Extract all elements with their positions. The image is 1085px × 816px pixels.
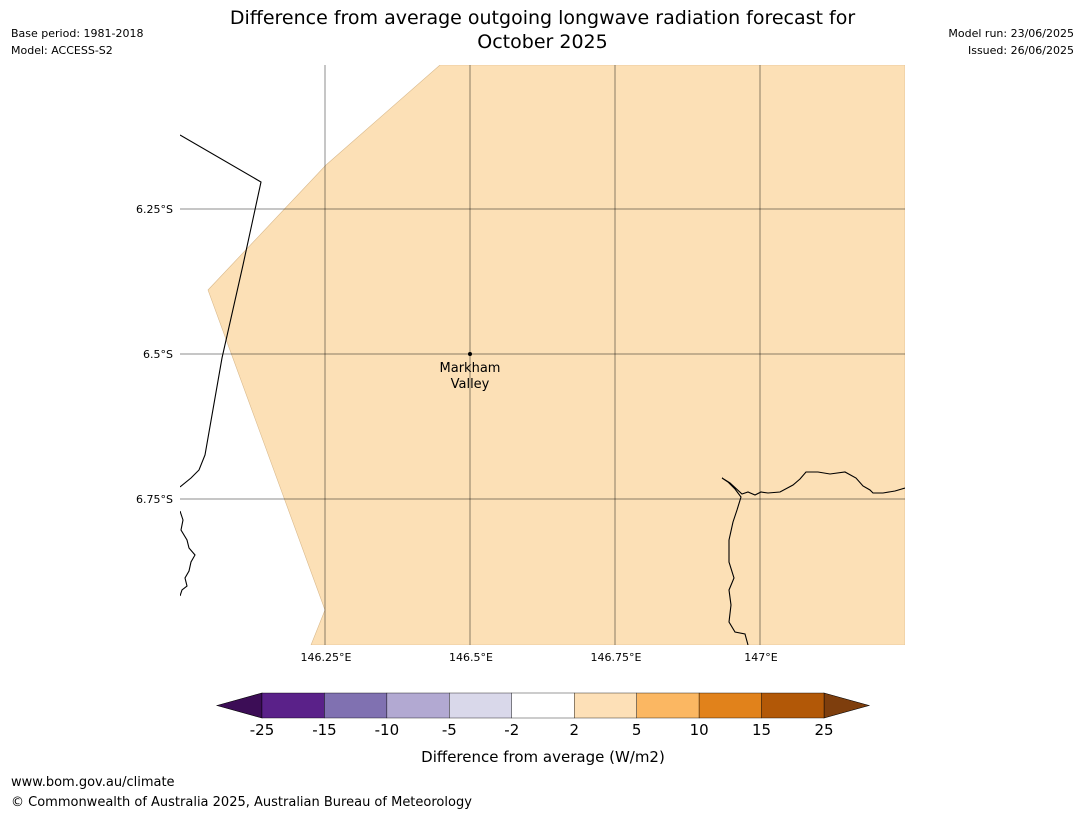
colorbar-segment — [449, 692, 512, 719]
footer-copyright: © Commonwealth of Australia 2025, Austra… — [11, 795, 472, 810]
colorbar-tick-label: 2 — [569, 721, 579, 739]
model-text: Model: ACCESS-S2 — [11, 44, 113, 57]
base-period-text: Base period: 1981-2018 — [11, 27, 144, 40]
longitude-tick-labels: 146.25°E 146.5°E 146.75°E 147°E — [301, 651, 778, 664]
map-title: Difference from average outgoing longwav… — [150, 6, 935, 54]
model-run-text: Model run: 23/06/2025 — [948, 27, 1074, 40]
colorbar-tick-labels: -25 -15 -10 -5 -2 2 5 10 15 25 — [250, 721, 834, 739]
colorbar-tick-label: -5 — [442, 721, 457, 739]
metadata-right: Model run: 23/06/2025 Issued: 26/06/2025 — [948, 25, 1074, 59]
colorbar: -25 -15 -10 -5 -2 2 5 10 15 25 Difference from av… — [215, 692, 871, 766]
colorbar-segment — [761, 692, 825, 719]
lat-tick-6-5: 6.5°S — [143, 348, 173, 361]
lat-tick-6-75: 6.75°S — [136, 493, 173, 506]
colorbar-segment — [574, 692, 637, 719]
colorbar-tick-label: -10 — [375, 721, 400, 739]
gridlines — [180, 65, 905, 645]
colorbar-tick-label: -25 — [250, 721, 275, 739]
colorbar-label: Difference from average (W/m2) — [421, 748, 665, 766]
colorbar-high-extend — [823, 692, 871, 719]
location-dot — [468, 352, 472, 356]
title-line-2: October 2025 — [477, 31, 608, 53]
title-line-1: Difference from average outgoing longwav… — [229, 7, 856, 29]
lon-tick-146-5: 146.5°E — [449, 651, 493, 664]
colorbar-tick-label: -15 — [312, 721, 337, 739]
boundaries — [180, 134, 905, 645]
location-label-line-2: Valley — [451, 377, 490, 392]
location-label-line-1: Markham — [440, 361, 501, 376]
colorbar-tick-label: 25 — [814, 721, 833, 739]
colorbar-segment — [386, 692, 450, 719]
issued-text: Issued: 26/06/2025 — [967, 44, 1074, 57]
lat-tick-6-25: 6.25°S — [136, 203, 173, 216]
lon-tick-146-25: 146.25°E — [301, 651, 352, 664]
province-boundary — [180, 134, 262, 488]
colorbar-segment — [698, 692, 762, 719]
latitude-tick-labels: 6.25°S 6.5°S 6.75°S — [136, 203, 173, 506]
metadata-left: Base period: 1981-2018 Model: ACCESS-S2 — [11, 25, 143, 59]
colorbar-tick-label: 5 — [632, 721, 642, 739]
lon-tick-146-75: 146.75°E — [591, 651, 642, 664]
coastline-west — [180, 510, 196, 597]
colorbar-segment — [636, 692, 700, 719]
location-marker: Markham Valley — [440, 352, 501, 392]
colorbar-tick-label: 15 — [752, 721, 771, 739]
map-area: Markham Valley — [180, 65, 905, 645]
footer-url[interactable]: www.bom.gov.au/climate — [11, 775, 175, 790]
colorbar-segment — [261, 692, 325, 719]
colorbar-segments — [261, 692, 825, 719]
colorbar-tick-label: 10 — [690, 721, 709, 739]
colorbar-segment — [324, 692, 388, 719]
anomaly-region — [207, 65, 905, 645]
lon-tick-147: 147°E — [744, 651, 777, 664]
coastline-huon-gulf — [721, 471, 905, 645]
colorbar-tick-label: -2 — [504, 721, 519, 739]
colorbar-segment — [511, 692, 575, 719]
colorbar-low-extend — [215, 692, 263, 719]
